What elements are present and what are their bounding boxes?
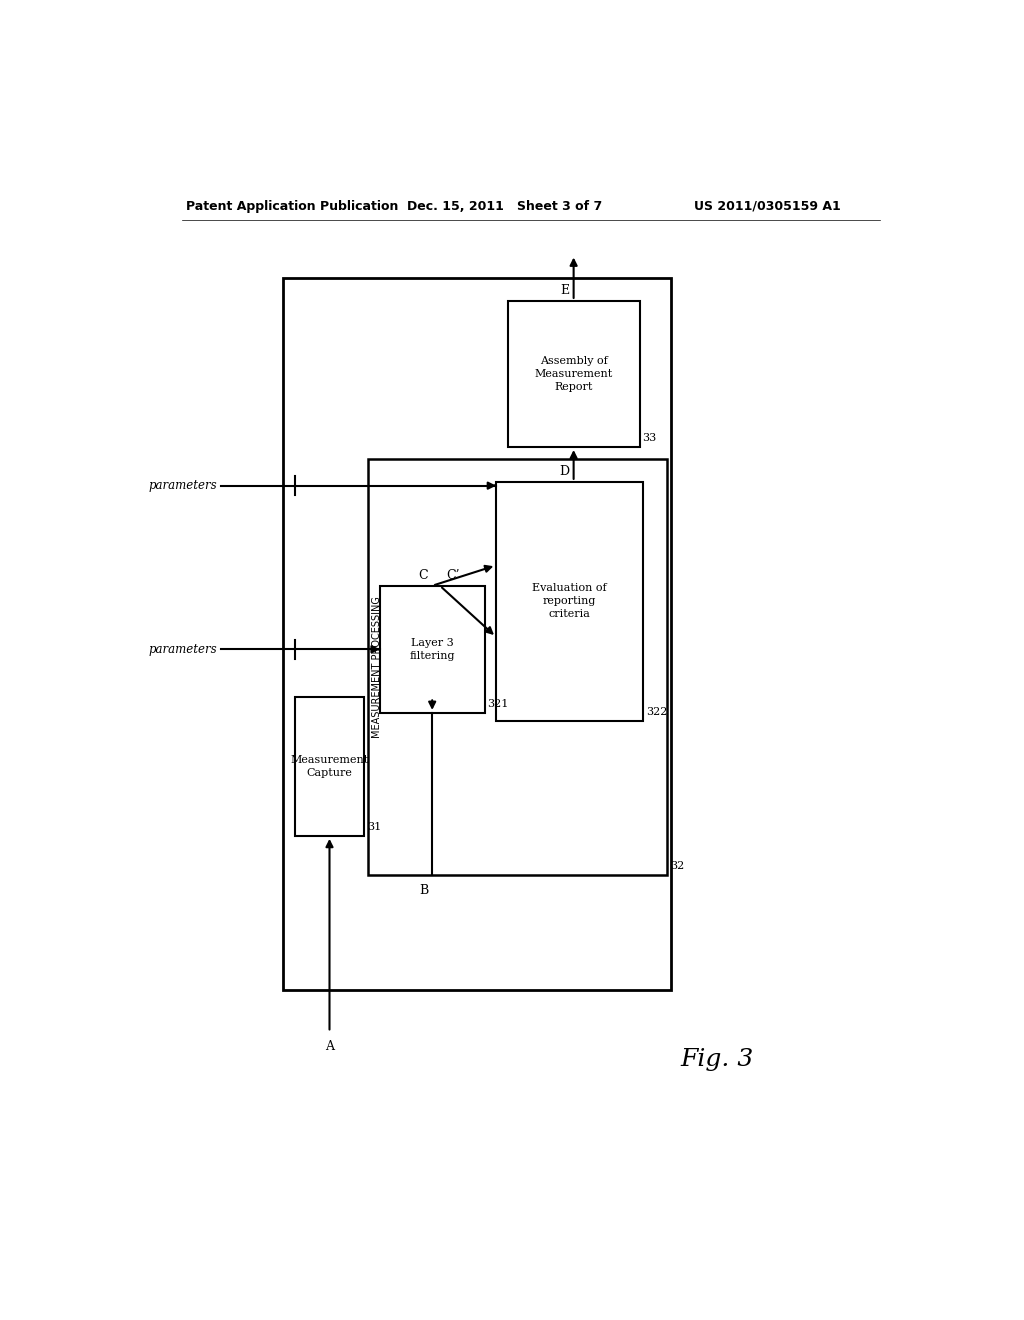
Text: Dec. 15, 2011   Sheet 3 of 7: Dec. 15, 2011 Sheet 3 of 7 xyxy=(407,199,602,213)
Text: 31: 31 xyxy=(368,822,382,832)
Text: 322: 322 xyxy=(646,706,668,717)
Text: C’: C’ xyxy=(446,569,460,582)
Bar xyxy=(508,301,640,447)
Text: 321: 321 xyxy=(487,700,509,709)
Text: Assembly of
Measurement
Report: Assembly of Measurement Report xyxy=(535,356,612,392)
Bar xyxy=(295,697,365,836)
Bar xyxy=(283,277,671,990)
Text: Fig. 3: Fig. 3 xyxy=(680,1048,754,1071)
Text: parameters: parameters xyxy=(148,479,217,492)
Text: Patent Application Publication: Patent Application Publication xyxy=(186,199,398,213)
Text: MEASUREMENT PROCESSING: MEASUREMENT PROCESSING xyxy=(372,595,382,738)
Text: parameters: parameters xyxy=(148,643,217,656)
Text: Evaluation of
reporting
criteria: Evaluation of reporting criteria xyxy=(532,583,607,619)
Bar xyxy=(380,586,484,713)
Text: A: A xyxy=(325,1040,334,1053)
Text: 33: 33 xyxy=(643,433,656,444)
Bar xyxy=(369,459,667,874)
Text: E: E xyxy=(560,284,569,297)
Text: US 2011/0305159 A1: US 2011/0305159 A1 xyxy=(693,199,841,213)
Text: D: D xyxy=(560,465,569,478)
Bar xyxy=(496,482,643,721)
Text: B: B xyxy=(419,884,428,896)
Text: Measurement
Capture: Measurement Capture xyxy=(291,755,369,779)
Text: Layer 3
filtering: Layer 3 filtering xyxy=(410,638,455,661)
Text: 32: 32 xyxy=(670,861,684,871)
Text: C: C xyxy=(419,569,428,582)
